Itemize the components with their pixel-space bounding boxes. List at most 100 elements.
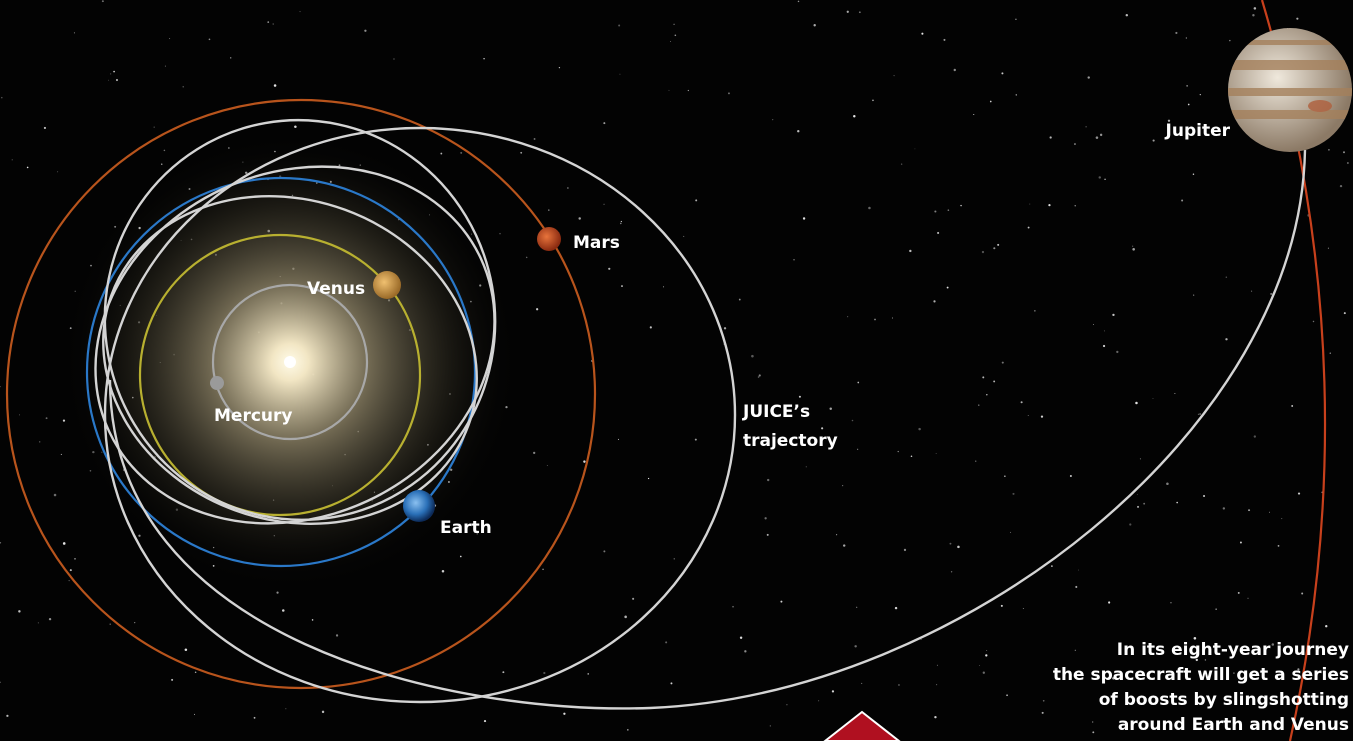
- star: [857, 381, 860, 384]
- star: [937, 231, 940, 234]
- star: [163, 149, 166, 152]
- star: [997, 243, 1000, 246]
- star: [48, 617, 52, 621]
- star: [683, 235, 685, 237]
- star: [1095, 136, 1099, 139]
- star: [153, 126, 155, 128]
- star: [1074, 649, 1076, 651]
- star: [829, 407, 832, 411]
- star: [934, 210, 937, 213]
- earth-orbit: [85, 176, 477, 568]
- star: [1135, 401, 1138, 405]
- star: [567, 187, 569, 189]
- star: [831, 690, 835, 693]
- planet-label: Mercury: [214, 406, 292, 426]
- star: [900, 163, 903, 165]
- star: [603, 550, 606, 553]
- star: [695, 199, 698, 202]
- star: [935, 453, 937, 454]
- star: [1186, 85, 1188, 87]
- star: [627, 729, 629, 731]
- star: [134, 621, 136, 624]
- star: [649, 326, 652, 329]
- star: [109, 623, 111, 625]
- star: [1277, 544, 1280, 547]
- venus: [373, 271, 401, 299]
- star: [543, 671, 546, 675]
- star: [1197, 413, 1199, 415]
- star: [520, 151, 523, 154]
- star: [1020, 401, 1023, 404]
- star: [1, 96, 3, 99]
- star: [294, 125, 297, 128]
- star: [1297, 668, 1300, 671]
- star: [982, 376, 985, 379]
- star: [1174, 392, 1176, 395]
- star: [1193, 294, 1195, 296]
- star: [1092, 731, 1095, 734]
- star: [1301, 592, 1304, 595]
- star: [723, 327, 727, 330]
- star: [757, 376, 760, 378]
- star: [857, 448, 859, 450]
- star: [1125, 13, 1129, 17]
- caption: of boosts by slingshotting: [1099, 690, 1349, 710]
- star: [1271, 643, 1275, 646]
- star: [1102, 344, 1106, 348]
- star: [393, 58, 395, 60]
- marker: [823, 710, 901, 741]
- star: [897, 450, 899, 453]
- star: [440, 152, 443, 155]
- star: [563, 712, 566, 715]
- star: [989, 100, 992, 103]
- star: [1329, 352, 1331, 354]
- star: [1247, 597, 1249, 599]
- star: [578, 217, 581, 220]
- star: [62, 542, 66, 545]
- caption: In its eight-year journey: [1117, 640, 1349, 660]
- star: [1132, 245, 1134, 247]
- star: [1346, 162, 1349, 164]
- star: [813, 24, 816, 27]
- star: [1137, 505, 1140, 508]
- star: [1253, 7, 1257, 10]
- star: [1099, 133, 1103, 137]
- star: [1092, 721, 1094, 723]
- star: [856, 606, 858, 608]
- star: [1343, 312, 1346, 315]
- star: [953, 68, 956, 72]
- star: [1041, 711, 1044, 714]
- star: [893, 75, 895, 77]
- star: [621, 285, 623, 287]
- star: [502, 671, 505, 674]
- star: [786, 704, 788, 706]
- star: [758, 374, 761, 377]
- caption: around Earth and Venus: [1118, 715, 1349, 735]
- star: [1233, 672, 1235, 674]
- star: [542, 568, 544, 571]
- star: [253, 716, 256, 719]
- star: [1203, 494, 1206, 497]
- star: [62, 419, 66, 422]
- trajectory-label: JUICE’s: [742, 402, 810, 422]
- star: [1029, 203, 1031, 205]
- star: [670, 682, 673, 685]
- star: [949, 542, 952, 545]
- star: [1166, 482, 1169, 486]
- star: [797, 0, 800, 3]
- star: [1239, 541, 1242, 544]
- star: [1108, 601, 1111, 604]
- star: [769, 725, 771, 727]
- trajectory-loop: [102, 195, 478, 525]
- star: [0, 386, 1, 388]
- star: [169, 38, 171, 40]
- star: [805, 466, 807, 468]
- star: [11, 159, 13, 161]
- star: [665, 641, 668, 644]
- star: [818, 700, 820, 702]
- mars-orbit: [5, 98, 597, 690]
- earth: [403, 490, 435, 522]
- star: [335, 634, 339, 637]
- planet-label: Venus: [307, 279, 365, 299]
- star: [441, 570, 445, 573]
